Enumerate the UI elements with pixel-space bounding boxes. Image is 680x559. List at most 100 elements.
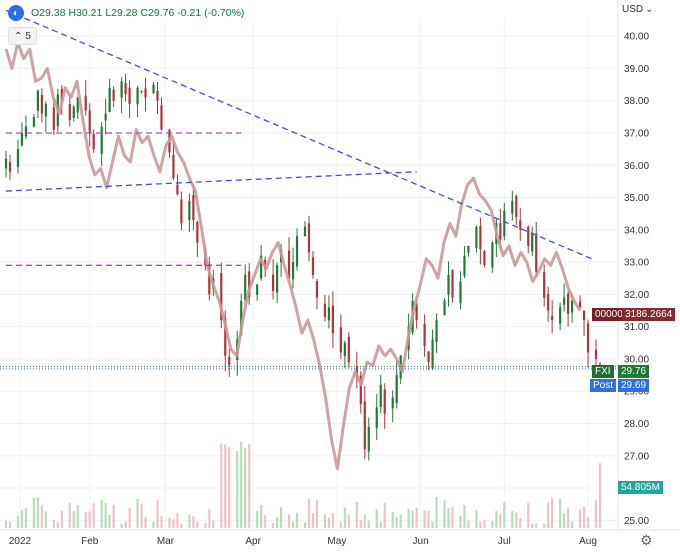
candle-body	[120, 81, 123, 98]
volume-bar	[212, 520, 215, 528]
post-price-tag: 29.69	[618, 379, 650, 392]
volume-bar	[287, 514, 291, 528]
volume-bar	[264, 515, 267, 528]
y-tick-label: 33.00	[624, 258, 649, 269]
volume-bar	[543, 523, 546, 528]
candle-body	[339, 327, 342, 353]
volume-bar	[383, 502, 386, 528]
volume-bar	[124, 521, 127, 528]
candle-body	[32, 116, 36, 127]
candle-body	[431, 339, 434, 369]
overlay-value-tag: 3186.2664	[622, 308, 676, 321]
volume-bar	[527, 502, 530, 528]
x-tick-label: Jul	[498, 536, 511, 547]
candle-body	[547, 293, 550, 311]
candle-body	[379, 384, 382, 407]
volume-bar	[56, 521, 59, 528]
candle-body	[427, 351, 430, 363]
volume-bar	[379, 521, 382, 528]
volume-bar	[84, 511, 87, 528]
gear-icon[interactable]: ⚙	[640, 532, 653, 548]
volume-bar	[196, 521, 199, 528]
candle-body	[531, 233, 534, 252]
volume-bar	[32, 497, 36, 528]
volume-bar	[423, 510, 426, 528]
candle-body	[228, 356, 231, 366]
candle-body	[447, 275, 450, 295]
volume-bar	[495, 511, 498, 528]
candle-body	[244, 275, 247, 301]
volume-bar	[355, 501, 358, 528]
last-price-tag: 29.76	[618, 365, 650, 378]
candle-body	[475, 226, 478, 249]
candle-body	[176, 184, 179, 195]
candle-body	[359, 375, 362, 405]
chevron-up-icon: ⌃	[14, 30, 23, 42]
volume-bar	[76, 504, 79, 528]
post-label-tag: Post	[590, 379, 617, 392]
volume-bar	[44, 511, 47, 528]
y-tick-label: 35.00	[624, 193, 649, 204]
currency-dropdown[interactable]: USD ⌄	[622, 4, 654, 15]
indicator-toggle[interactable]: ⌃ 5	[8, 27, 37, 45]
candle-body	[467, 245, 470, 253]
candle-body	[256, 284, 259, 295]
volume-bar	[295, 512, 299, 528]
volume-bar	[4, 520, 8, 528]
x-tick-label: Apr	[245, 536, 261, 547]
volume-bar	[188, 514, 191, 528]
candle-body	[172, 154, 175, 179]
candle-body	[543, 271, 546, 298]
tv-logo-icon[interactable]: ◐	[8, 5, 24, 21]
candle-body	[291, 262, 295, 280]
volume-bar	[311, 513, 315, 528]
y-tick-label: 32.00	[624, 290, 649, 301]
candle-body	[160, 105, 163, 130]
candle-body	[451, 269, 454, 298]
volume-bar	[582, 506, 586, 528]
volume-bar	[40, 505, 43, 528]
candle-body	[208, 264, 211, 295]
currency-label: USD	[622, 4, 644, 15]
volume-bar	[24, 508, 28, 528]
volume-bar	[208, 508, 211, 528]
volume-bar	[511, 511, 514, 528]
volume-bar	[180, 523, 183, 528]
volume-bar	[240, 441, 243, 528]
candle-body	[347, 336, 350, 363]
candle-body	[40, 95, 43, 114]
volume-bar	[451, 506, 454, 528]
candle-body	[459, 281, 462, 304]
overlay-symbol-tag: 000001	[592, 308, 632, 321]
volume-bar	[108, 514, 111, 528]
candle-body	[36, 91, 39, 111]
volume-bar	[104, 503, 107, 528]
volume-bar	[431, 521, 434, 528]
candle-body	[100, 126, 103, 154]
candle-body	[594, 349, 598, 359]
volume-bar	[224, 444, 227, 528]
candle-body	[108, 87, 111, 112]
volume-bar	[359, 520, 362, 528]
candle-body	[582, 310, 586, 321]
candle-body	[483, 251, 486, 266]
volume-bar	[343, 507, 346, 528]
indicator-count: 5	[25, 30, 31, 42]
overlay-series	[4, 41, 582, 471]
candle-body	[275, 265, 279, 293]
candle-body	[515, 196, 518, 217]
volume-bar	[160, 516, 163, 528]
y-tick-label: 29.00	[624, 387, 649, 398]
volume-bar	[36, 497, 39, 528]
candle-body	[52, 107, 55, 130]
volume-bar	[140, 504, 143, 528]
volume-bar	[16, 516, 20, 528]
candle-body	[4, 158, 8, 169]
candle-body	[435, 320, 438, 343]
volume-bar	[407, 508, 410, 528]
candle-body	[479, 226, 482, 250]
volume-bar	[176, 512, 179, 528]
